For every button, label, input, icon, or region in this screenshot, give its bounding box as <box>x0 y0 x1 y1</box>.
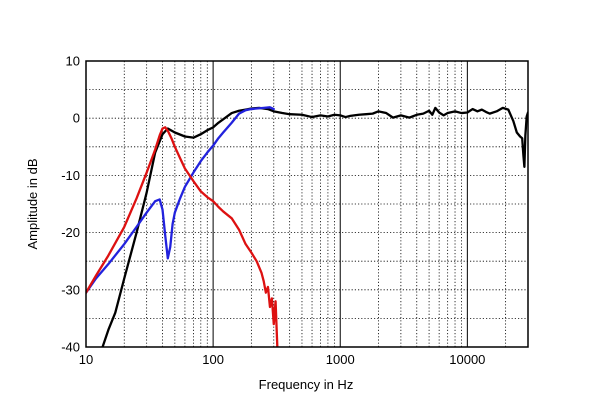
y-tick-label: -40 <box>61 340 80 355</box>
series-layer <box>86 106 528 347</box>
series-line-1 <box>101 106 528 347</box>
series-line-3 <box>86 126 279 347</box>
y-tick-label: -30 <box>61 282 80 297</box>
series-line-2 <box>86 106 275 294</box>
y-tick-label: 10 <box>66 54 80 69</box>
x-tick-label: 100 <box>202 352 224 367</box>
plot-frame <box>85 60 529 348</box>
y-tick-label: -10 <box>61 168 80 183</box>
x-tick-label: 10000 <box>449 352 485 367</box>
grid-minor <box>86 61 528 347</box>
y-tick-label: -20 <box>61 225 80 240</box>
y-axis-label: Amplitude in dB <box>25 158 40 249</box>
x-axis-label: Frequency in Hz <box>259 377 354 392</box>
grid-major <box>212 61 468 347</box>
x-tick-label: 1000 <box>326 352 355 367</box>
y-tick-label: 0 <box>73 111 80 126</box>
x-tick-label: 10 <box>79 352 93 367</box>
